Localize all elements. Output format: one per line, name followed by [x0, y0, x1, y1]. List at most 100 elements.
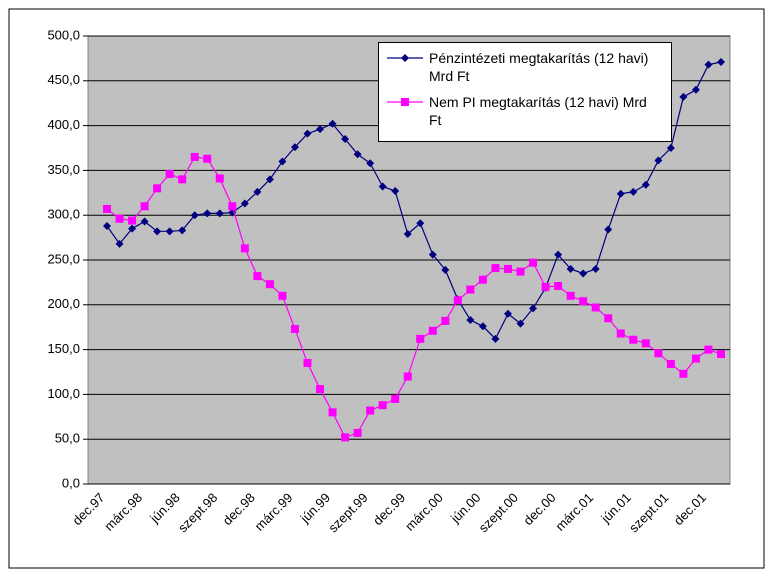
marker: [165, 227, 174, 236]
marker: [654, 349, 663, 358]
marker: [428, 250, 437, 259]
legend-item: Pénzintézeti megtakarítás (12 havi) Mrd …: [387, 49, 663, 85]
marker: [290, 324, 299, 333]
y-tick-label: 350,0: [47, 162, 80, 177]
legend-swatch: [387, 54, 423, 62]
marker: [341, 433, 350, 442]
marker: [140, 217, 149, 226]
marker: [290, 143, 299, 152]
marker: [278, 157, 287, 166]
marker: [403, 230, 412, 239]
marker: [478, 322, 487, 331]
legend-label: Nem PI megtakarítás (12 havi) Mrd Ft: [429, 94, 647, 128]
marker: [265, 175, 274, 184]
y-tick-label: 450,0: [47, 72, 80, 87]
marker: [566, 291, 575, 300]
marker: [115, 239, 124, 248]
marker: [391, 187, 400, 196]
marker: [466, 316, 475, 325]
marker: [215, 174, 224, 183]
marker: [554, 281, 563, 290]
marker: [328, 119, 337, 128]
legend-label: Pénzintézeti megtakarítás (12 havi) Mrd …: [429, 50, 649, 84]
marker: [240, 244, 249, 253]
marker: [566, 264, 575, 273]
marker: [316, 125, 325, 134]
marker: [428, 326, 437, 335]
legend-swatch: [387, 98, 423, 106]
marker: [629, 335, 638, 344]
marker: [353, 150, 362, 159]
marker: [353, 428, 362, 437]
marker: [679, 92, 688, 101]
marker: [503, 264, 512, 273]
marker: [115, 214, 124, 223]
marker: [691, 85, 700, 94]
marker: [666, 144, 675, 152]
marker: [704, 60, 713, 69]
marker: [441, 265, 450, 274]
marker: [416, 219, 425, 228]
marker: [153, 184, 162, 193]
marker: [378, 401, 387, 410]
marker: [128, 216, 137, 225]
marker: [441, 316, 450, 325]
legend-marker: [401, 54, 409, 62]
marker: [378, 182, 387, 191]
marker: [140, 202, 149, 211]
marker: [416, 334, 425, 343]
marker: [554, 250, 563, 259]
y-tick-label: 0,0: [62, 475, 80, 490]
marker: [604, 225, 613, 234]
marker: [641, 339, 650, 348]
marker: [240, 199, 249, 208]
marker: [190, 211, 199, 220]
legend-marker: [401, 98, 409, 106]
marker: [529, 258, 538, 267]
marker: [203, 154, 212, 163]
marker: [178, 226, 187, 235]
y-tick-label: 100,0: [47, 386, 80, 401]
marker: [704, 345, 713, 354]
marker: [203, 209, 212, 218]
marker: [591, 303, 600, 312]
marker: [679, 369, 688, 378]
marker: [128, 224, 137, 233]
marker: [366, 159, 375, 168]
marker: [178, 175, 187, 184]
marker: [491, 334, 500, 343]
marker: [579, 297, 588, 306]
marker: [265, 280, 274, 289]
marker: [516, 267, 525, 276]
marker: [529, 304, 538, 313]
y-tick-label: 300,0: [47, 207, 80, 222]
marker: [215, 209, 224, 218]
marker: [153, 227, 162, 236]
marker: [341, 135, 350, 144]
marker: [616, 189, 625, 198]
marker: [190, 152, 199, 161]
marker: [453, 296, 462, 305]
legend-item: Nem PI megtakarítás (12 havi) Mrd Ft: [387, 93, 663, 129]
marker: [316, 385, 325, 394]
marker: [579, 269, 588, 278]
y-tick-label: 250,0: [47, 251, 80, 266]
marker: [666, 359, 675, 368]
marker: [516, 319, 525, 328]
marker: [691, 354, 700, 363]
y-tick-label: 150,0: [47, 341, 80, 356]
marker: [616, 329, 625, 338]
y-tick-label: 500,0: [47, 27, 80, 42]
marker: [466, 285, 475, 294]
y-tick-label: 200,0: [47, 296, 80, 311]
marker: [503, 309, 512, 318]
marker: [491, 264, 500, 273]
marker: [303, 359, 312, 368]
marker: [228, 202, 237, 211]
marker: [278, 291, 287, 300]
marker: [717, 57, 725, 66]
marker: [717, 350, 725, 359]
legend: Pénzintézeti megtakarítás (12 havi) Mrd …: [378, 42, 672, 142]
marker: [391, 394, 400, 403]
